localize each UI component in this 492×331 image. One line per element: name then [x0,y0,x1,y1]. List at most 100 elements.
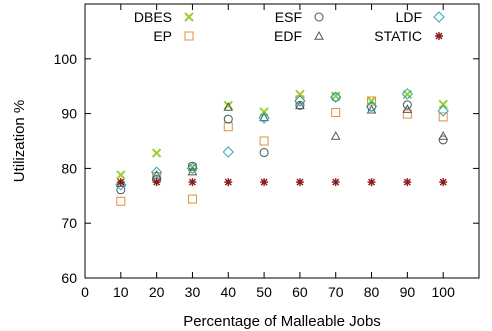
y-tick-label: 90 [61,106,77,122]
triangle-marker [223,101,234,111]
legend: DBES EP ESF EDF LDF STATIC [134,9,445,44]
data-point [259,112,269,122]
data-point [259,107,269,117]
legend-label: EDF [274,28,302,44]
data-point [188,178,197,187]
data-point [330,91,342,103]
diamond-marker [294,95,306,107]
data-point [437,105,449,117]
x-tick-label: 50 [256,284,272,300]
square-marker [116,196,126,206]
x-tick-label: 60 [292,284,308,300]
data-point [187,194,197,204]
x-tick-label: 20 [149,284,165,300]
series-ldf [115,88,449,191]
data-point [150,166,163,178]
square-marker [223,122,233,132]
legend-marker [184,12,194,22]
star-marker [367,178,376,187]
star-marker [188,178,197,187]
y-tick-label: 70 [61,215,77,231]
square-marker [259,136,269,146]
data-point [295,100,305,110]
star-marker [260,178,269,187]
legend-item-ep: EP [153,28,194,44]
data-point [260,178,269,187]
x-tick-label: 0 [81,284,89,300]
x-marker [151,148,162,158]
data-point [259,148,269,158]
diamond-marker [330,91,342,103]
circle-marker [314,12,324,22]
circle-marker [187,161,197,171]
data-point [224,178,233,187]
data-point [402,104,413,113]
diamond-marker [433,11,445,23]
data-points [115,88,449,206]
data-point [152,178,161,187]
diamond-marker [258,112,270,124]
axis-ticks [84,4,479,279]
plot-area [84,3,480,279]
diamond-marker [222,146,234,158]
star-marker [295,178,304,187]
data-point [186,162,199,175]
circle-marker [223,114,233,124]
data-point [439,178,448,187]
series-static [116,178,448,187]
x-marker [295,89,305,100]
data-point [115,179,127,191]
y-tick-label: 60 [61,270,77,286]
x-marker [184,12,194,22]
data-point [116,196,126,206]
x-tick-label: 10 [113,284,129,300]
series-ep [116,95,448,206]
triangle-marker [259,112,269,122]
legend-marker [184,31,194,41]
series-esf [116,92,448,195]
y-axis-label: Utilization % [11,100,28,183]
data-point [116,178,125,187]
triangle-marker [330,131,341,140]
data-point [438,131,449,140]
square-marker [402,109,412,119]
star-marker [439,178,448,187]
x-marker [438,99,448,109]
data-point [365,100,378,113]
data-point [116,170,126,180]
star-marker [331,178,340,187]
legend-marker [314,12,324,22]
star-marker [435,32,443,40]
star-marker [152,178,161,187]
x-marker [331,91,341,101]
data-point [401,88,414,100]
legend-marker [435,32,443,40]
data-point [438,99,448,109]
x-tick-label: 90 [400,284,416,300]
x-marker [116,170,126,180]
legend-label: LDF [396,9,422,25]
data-point [330,131,341,140]
x-tick-label: 40 [220,284,236,300]
legend-label: STATIC [374,28,422,44]
star-marker [403,178,412,187]
legend-item-ldf: LDF [396,9,445,25]
x-tick-label: 70 [328,284,344,300]
data-point [151,148,162,158]
data-point [403,178,412,187]
data-point [222,146,234,158]
data-point [331,91,341,101]
data-point [295,89,305,100]
data-point [367,178,376,187]
circle-marker [402,100,412,110]
diamond-marker [437,105,449,117]
y-tick-label: 80 [61,160,77,176]
diamond-marker [401,88,414,100]
data-point [223,101,234,111]
data-point [258,112,270,124]
legend-item-dbes: DBES [134,9,194,25]
x-tick-label: 30 [185,284,201,300]
legend-item-static: STATIC [374,28,443,44]
star-marker [224,178,233,187]
